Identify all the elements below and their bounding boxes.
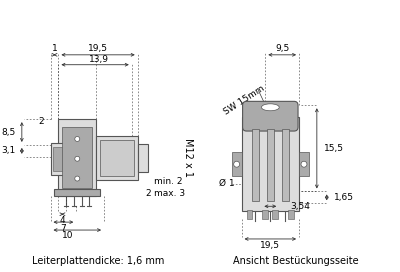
Text: 2: 2: [38, 117, 44, 126]
FancyBboxPatch shape: [242, 101, 298, 131]
Bar: [58, 119, 96, 196]
Text: Ø 1: Ø 1: [219, 179, 234, 188]
Text: SW 15mm: SW 15mm: [223, 84, 266, 117]
Bar: [272, 210, 278, 219]
Text: 13,9: 13,9: [89, 55, 109, 64]
Text: 1,65: 1,65: [334, 193, 354, 202]
Circle shape: [75, 176, 80, 181]
Bar: [267, 129, 274, 201]
Text: 10: 10: [62, 231, 73, 240]
Text: Leiterplattendicke: 1,6 mm: Leiterplattendicke: 1,6 mm: [32, 256, 164, 266]
Bar: [100, 140, 134, 176]
Circle shape: [75, 137, 80, 141]
Bar: [138, 144, 148, 172]
Bar: [52, 147, 62, 171]
Text: 3,54: 3,54: [290, 202, 310, 211]
Text: 15,5: 15,5: [324, 144, 344, 153]
Text: 19,5: 19,5: [88, 44, 108, 53]
Text: 3,54: 3,54: [62, 140, 82, 149]
Circle shape: [301, 161, 307, 167]
Text: M12 x 1: M12 x 1: [183, 138, 193, 177]
Bar: [282, 129, 289, 201]
Text: 1: 1: [52, 44, 57, 53]
Bar: [246, 210, 252, 219]
Text: min. 2: min. 2: [154, 177, 183, 186]
Text: max. 3: max. 3: [154, 189, 186, 198]
Bar: [50, 143, 64, 175]
Text: 3,1: 3,1: [2, 146, 16, 155]
Bar: [62, 127, 92, 188]
Text: 9,5: 9,5: [275, 44, 289, 53]
Text: 7: 7: [60, 224, 66, 233]
Bar: [54, 190, 100, 196]
Bar: [262, 210, 268, 219]
Bar: [96, 136, 138, 180]
Bar: [288, 210, 294, 219]
Circle shape: [75, 156, 80, 161]
Circle shape: [234, 161, 240, 167]
Text: 2: 2: [145, 189, 150, 198]
Text: 4: 4: [60, 216, 65, 225]
Text: 19,5: 19,5: [260, 241, 280, 251]
Text: Ansicht Bestückungsseite: Ansicht Bestückungsseite: [233, 256, 359, 266]
Bar: [232, 152, 242, 176]
Ellipse shape: [262, 104, 279, 111]
Text: 8,5: 8,5: [2, 128, 16, 137]
Bar: [299, 152, 309, 176]
Bar: [242, 117, 299, 211]
Bar: [252, 129, 259, 201]
